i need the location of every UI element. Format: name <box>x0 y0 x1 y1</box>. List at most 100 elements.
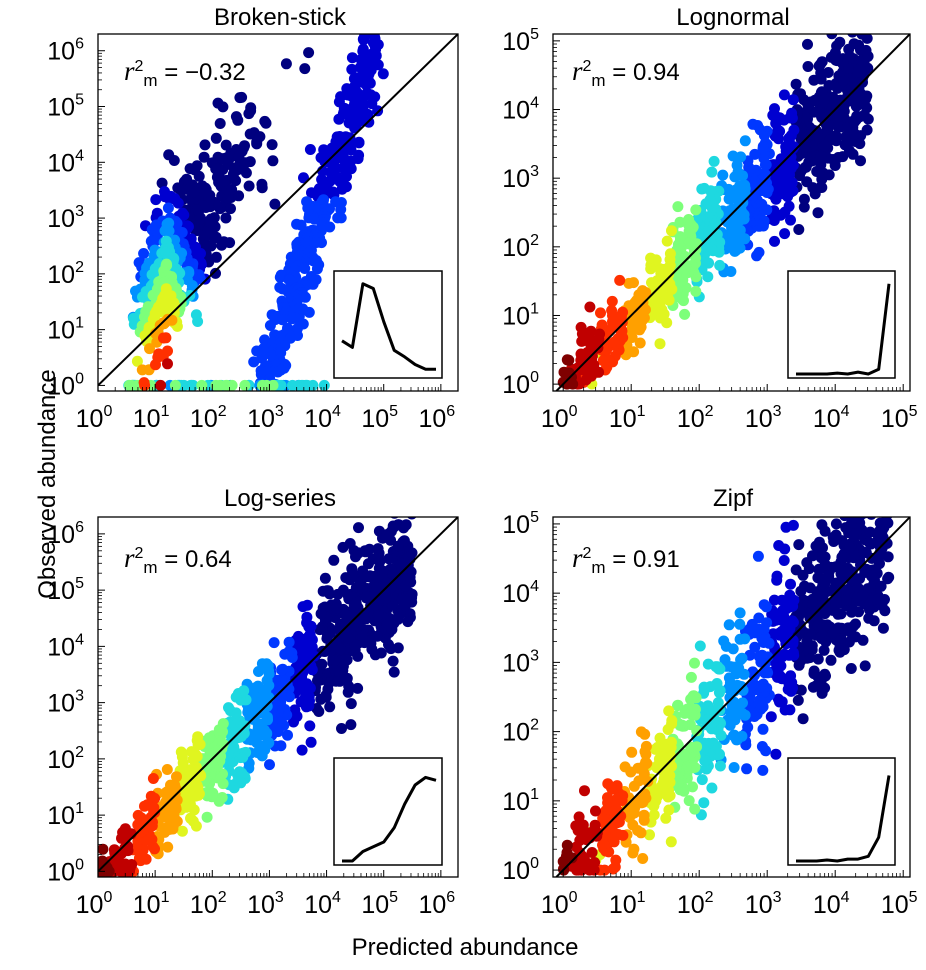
data-point <box>823 120 835 132</box>
data-point <box>188 186 200 198</box>
data-point <box>272 366 284 378</box>
x-tick-label: 105 <box>881 403 918 433</box>
x-tick-label: 100 <box>76 889 113 919</box>
data-point <box>171 771 182 783</box>
data-point <box>576 335 588 347</box>
data-point <box>401 453 412 464</box>
data-point <box>739 135 751 147</box>
data-point <box>147 773 159 784</box>
data-point <box>877 493 888 504</box>
data-point <box>874 538 886 550</box>
data-point <box>269 198 281 210</box>
data-point <box>672 201 684 213</box>
data-point <box>809 94 821 106</box>
panel-broken-stick: 100 101 102 103 104 105 106 100 101 102 103 104 105 1… <box>47 33 459 433</box>
data-point <box>830 529 842 541</box>
data-point <box>161 764 173 775</box>
data-point <box>756 741 768 752</box>
data-point <box>848 530 859 542</box>
data-point <box>853 468 864 479</box>
data-point <box>628 780 640 792</box>
data-point <box>778 555 790 566</box>
data-point <box>745 680 757 692</box>
data-point <box>282 729 293 741</box>
data-point <box>878 488 889 499</box>
data-point <box>819 668 831 680</box>
x-tick-label: 104 <box>304 403 341 433</box>
data-point <box>835 500 846 511</box>
data-point <box>169 379 181 391</box>
data-point <box>399 485 410 496</box>
scatter-points-lognormal <box>557 4 874 390</box>
data-point <box>139 800 150 812</box>
data-point <box>336 183 348 195</box>
data-point <box>392 611 404 623</box>
data-point <box>405 505 416 516</box>
data-point <box>816 182 828 193</box>
data-point <box>168 155 180 166</box>
data-point <box>403 466 414 477</box>
data-point <box>664 254 676 266</box>
y-tick-label: 106 <box>47 36 84 66</box>
data-point <box>779 228 791 240</box>
data-point <box>783 132 795 144</box>
data-point <box>838 75 850 87</box>
data-point <box>597 355 609 367</box>
data-point <box>407 517 417 520</box>
data-point <box>860 4 871 15</box>
data-point <box>864 526 876 538</box>
data-point <box>191 160 203 172</box>
data-point <box>204 214 216 226</box>
data-point <box>810 540 822 552</box>
data-point <box>841 594 852 606</box>
data-point <box>816 519 828 531</box>
data-point <box>728 730 739 742</box>
data-point <box>210 231 222 243</box>
one-to-one-line <box>98 34 458 387</box>
data-point <box>847 500 858 511</box>
x-tick-label: 104 <box>813 403 850 433</box>
inset-curve <box>796 775 891 863</box>
data-point <box>815 552 827 564</box>
data-point <box>845 627 857 639</box>
data-point <box>223 702 234 714</box>
y-tick-label: 103 <box>502 647 539 677</box>
data-point <box>816 86 828 98</box>
panel-lognormal: 100 101 102 103 104 105 100 101 102 103 104 105 <box>502 4 918 433</box>
y-tick-label: 100 <box>502 369 539 399</box>
data-point <box>834 36 846 48</box>
data-point <box>734 618 746 630</box>
data-point <box>773 540 785 551</box>
data-point <box>300 379 312 391</box>
data-point <box>311 263 323 275</box>
data-point <box>852 22 863 33</box>
data-point <box>798 201 810 213</box>
data-point <box>802 38 813 50</box>
x-tick-label: 105 <box>361 889 398 919</box>
data-point <box>133 852 145 864</box>
data-point <box>857 589 869 601</box>
x-tick-label: 101 <box>609 403 646 433</box>
data-point <box>388 666 400 678</box>
data-point <box>654 263 666 275</box>
data-point <box>239 379 251 391</box>
data-point <box>350 597 362 609</box>
data-point <box>782 683 794 695</box>
data-point <box>371 630 383 642</box>
data-point <box>779 704 791 716</box>
data-point <box>402 616 414 628</box>
data-point <box>845 663 857 674</box>
data-point <box>654 732 666 744</box>
data-point <box>201 227 213 238</box>
data-point <box>871 593 883 605</box>
data-point <box>324 701 336 713</box>
data-point <box>199 139 211 151</box>
data-point <box>771 574 783 586</box>
data-point <box>575 321 587 333</box>
data-point <box>882 517 894 529</box>
x-tick-label: 105 <box>361 403 398 433</box>
data-point <box>333 113 345 125</box>
data-point <box>685 671 697 683</box>
data-point <box>734 633 746 645</box>
y-tick-label: 105 <box>47 575 84 605</box>
